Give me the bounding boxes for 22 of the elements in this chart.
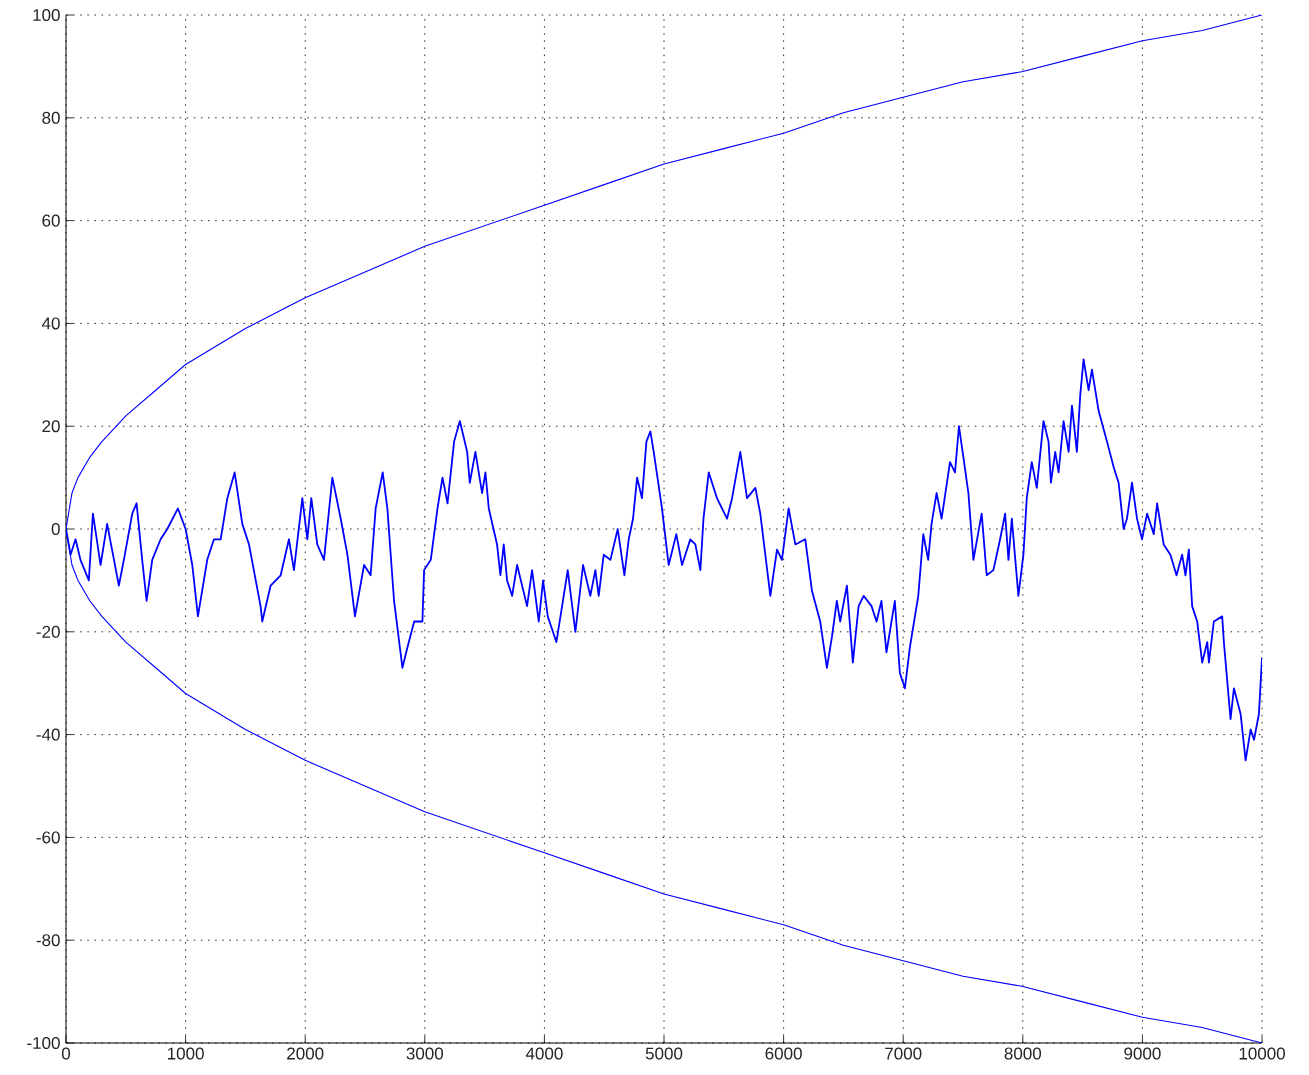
x-tick-label: 2000 [287, 1047, 324, 1060]
y-tick-label: 40 [41, 317, 60, 330]
x-tick-label: 0 [61, 1047, 71, 1060]
y-tick-label: -40 [36, 728, 60, 741]
y-tick-label: -80 [36, 934, 60, 947]
x-tick-label: 6000 [765, 1047, 802, 1060]
y-tick-label: 20 [42, 420, 60, 433]
x-tick-label: 4000 [525, 1047, 563, 1060]
x-tick-label: 7000 [885, 1047, 922, 1060]
y-tick-label: 80 [42, 111, 60, 124]
y-tick-label: -60 [36, 831, 60, 844]
y-tick-label: -20 [36, 625, 60, 638]
y-tick-label: 100 [33, 8, 60, 22]
y-tick-label: 0 [51, 522, 60, 536]
x-tick-label: 10000 [1239, 1047, 1285, 1060]
y-tick-label: -100 [27, 1036, 60, 1050]
x-tick-label: 3000 [406, 1047, 444, 1060]
y-tick-label: 60 [42, 214, 60, 227]
x-tick-label: 5000 [645, 1047, 683, 1060]
x-tick-label: 8000 [1004, 1047, 1042, 1060]
x-tick-label: 9000 [1124, 1047, 1161, 1060]
x-tick-label: 1000 [167, 1047, 204, 1060]
